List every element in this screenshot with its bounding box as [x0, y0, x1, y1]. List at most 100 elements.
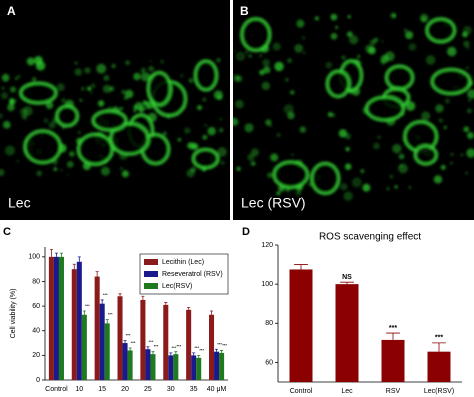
bar — [145, 349, 151, 380]
fluorescence — [148, 65, 155, 72]
fluorescence — [213, 90, 223, 100]
error-bar — [169, 352, 173, 356]
error-bar — [215, 348, 219, 352]
fluorescence — [236, 76, 240, 80]
fluorescence — [360, 169, 365, 174]
fluorescence — [125, 60, 130, 66]
fluorescence — [408, 186, 411, 189]
fluorescence — [344, 163, 352, 170]
cell — [23, 129, 63, 165]
x-tick-label: 25 — [144, 386, 152, 393]
fluorescence — [207, 127, 216, 136]
significance: *** — [435, 335, 443, 342]
fluorescence — [56, 83, 65, 92]
bar — [214, 351, 220, 380]
fluorescence — [190, 167, 196, 173]
fluorescence — [19, 108, 28, 117]
fluorescence — [202, 97, 207, 102]
bar — [186, 309, 192, 380]
cell — [272, 160, 310, 190]
legend-label: Lec(RSV) — [162, 283, 192, 290]
fluorescence — [368, 46, 376, 55]
fluorescence — [466, 108, 472, 114]
legend-label: Reseveratrol (RSV) — [162, 271, 223, 278]
fluorescence — [340, 183, 348, 191]
significance: *** — [199, 347, 204, 352]
error-bar — [118, 293, 122, 297]
fluorescence — [420, 13, 429, 23]
bar — [117, 296, 123, 380]
fluorescence — [398, 153, 405, 160]
fluorescence — [219, 118, 222, 121]
bar — [140, 299, 146, 380]
fluorescence — [347, 15, 351, 19]
fluorescence — [140, 72, 151, 82]
cell — [310, 161, 341, 196]
fluorescence — [438, 118, 443, 123]
error-bar — [197, 354, 201, 358]
fluorescence — [450, 152, 454, 156]
fluorescence — [465, 66, 469, 70]
fluorescence — [4, 145, 15, 156]
cell — [239, 17, 272, 53]
bar — [163, 304, 169, 380]
bar — [58, 256, 64, 380]
error-bar — [105, 319, 109, 324]
fluorescence — [245, 50, 249, 54]
fluorescence — [283, 104, 294, 115]
fluorescence — [7, 103, 15, 112]
fluorescence — [141, 101, 151, 110]
fluorescence — [102, 84, 112, 94]
fluorescence — [398, 163, 408, 174]
fluorescence — [66, 173, 69, 176]
x-tick-label: Lec — [341, 388, 353, 395]
significance: *** — [103, 292, 108, 297]
fluorescence — [43, 118, 49, 123]
legend-swatch — [144, 259, 158, 265]
fluorescence — [274, 61, 284, 72]
y-tick-label: 60 — [265, 359, 273, 366]
fluorescence — [16, 159, 20, 163]
bar — [150, 354, 156, 380]
fluorescence — [299, 126, 307, 133]
fluorescence — [244, 123, 254, 133]
error-bar — [432, 342, 446, 352]
panel-label: A — [7, 4, 16, 18]
fluorescence — [77, 131, 81, 134]
fluorescence — [295, 189, 302, 196]
fluorescence — [53, 167, 58, 172]
fluorescence — [276, 132, 281, 138]
fluorescence — [465, 172, 468, 175]
cell — [364, 95, 406, 122]
fluorescence — [149, 59, 152, 62]
fluorescence — [100, 166, 110, 176]
bar — [127, 350, 133, 380]
fluorescence — [463, 126, 470, 133]
fluorescence — [272, 42, 281, 51]
error-bar — [294, 264, 308, 270]
cell — [325, 69, 351, 99]
significance: *** — [194, 345, 199, 350]
fluorescence — [330, 13, 338, 21]
fluorescence — [421, 111, 431, 121]
fluorescence — [79, 98, 83, 102]
fluorescence — [1, 73, 10, 82]
fluorescence — [236, 166, 241, 172]
fluorescence — [103, 75, 110, 81]
fluorescence — [325, 61, 333, 69]
image-caption: Lec — [8, 195, 31, 211]
fluorescence — [235, 99, 244, 109]
significance: *** — [171, 345, 176, 350]
fluorescence — [462, 31, 468, 38]
legend-swatch — [144, 271, 158, 277]
fluorescence — [74, 61, 78, 65]
fluorescence — [121, 170, 129, 178]
x-tick-label: 30 — [167, 386, 175, 393]
fluorescence — [69, 151, 75, 157]
error-bar — [82, 310, 86, 315]
bar — [71, 269, 77, 380]
fluorescence — [204, 124, 207, 127]
error-bar — [95, 271, 99, 277]
bar — [289, 269, 313, 382]
fluorescence — [9, 98, 15, 103]
